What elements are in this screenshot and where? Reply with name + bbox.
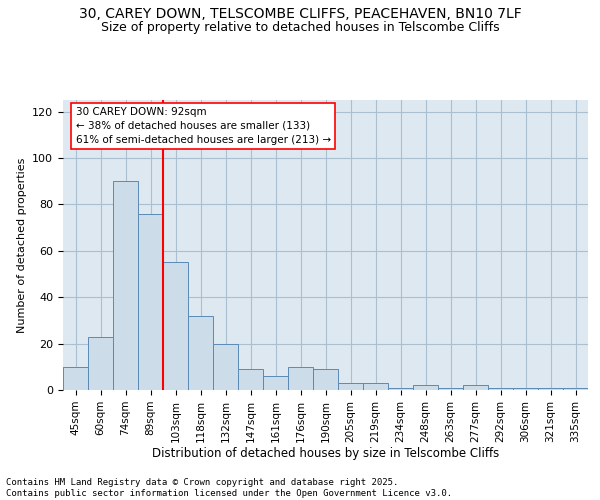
Bar <box>438 388 463 390</box>
Bar <box>338 383 363 390</box>
Text: Size of property relative to detached houses in Telscombe Cliffs: Size of property relative to detached ho… <box>101 21 499 34</box>
Bar <box>363 383 388 390</box>
Bar <box>488 388 513 390</box>
Text: Contains HM Land Registry data © Crown copyright and database right 2025.
Contai: Contains HM Land Registry data © Crown c… <box>6 478 452 498</box>
Bar <box>313 369 338 390</box>
Bar <box>188 316 213 390</box>
Bar <box>388 388 413 390</box>
Bar <box>538 388 563 390</box>
Bar <box>463 386 488 390</box>
Y-axis label: Number of detached properties: Number of detached properties <box>17 158 26 332</box>
Bar <box>113 181 138 390</box>
Bar <box>138 214 163 390</box>
Bar <box>238 369 263 390</box>
Bar <box>213 344 238 390</box>
Bar <box>413 386 438 390</box>
Bar <box>263 376 288 390</box>
Bar <box>63 367 88 390</box>
Bar <box>288 367 313 390</box>
Bar <box>163 262 188 390</box>
Text: 30 CAREY DOWN: 92sqm
← 38% of detached houses are smaller (133)
61% of semi-deta: 30 CAREY DOWN: 92sqm ← 38% of detached h… <box>76 107 331 145</box>
X-axis label: Distribution of detached houses by size in Telscombe Cliffs: Distribution of detached houses by size … <box>152 448 499 460</box>
Text: 30, CAREY DOWN, TELSCOMBE CLIFFS, PEACEHAVEN, BN10 7LF: 30, CAREY DOWN, TELSCOMBE CLIFFS, PEACEH… <box>79 8 521 22</box>
Bar <box>88 336 113 390</box>
Bar <box>513 388 538 390</box>
Bar <box>563 388 588 390</box>
